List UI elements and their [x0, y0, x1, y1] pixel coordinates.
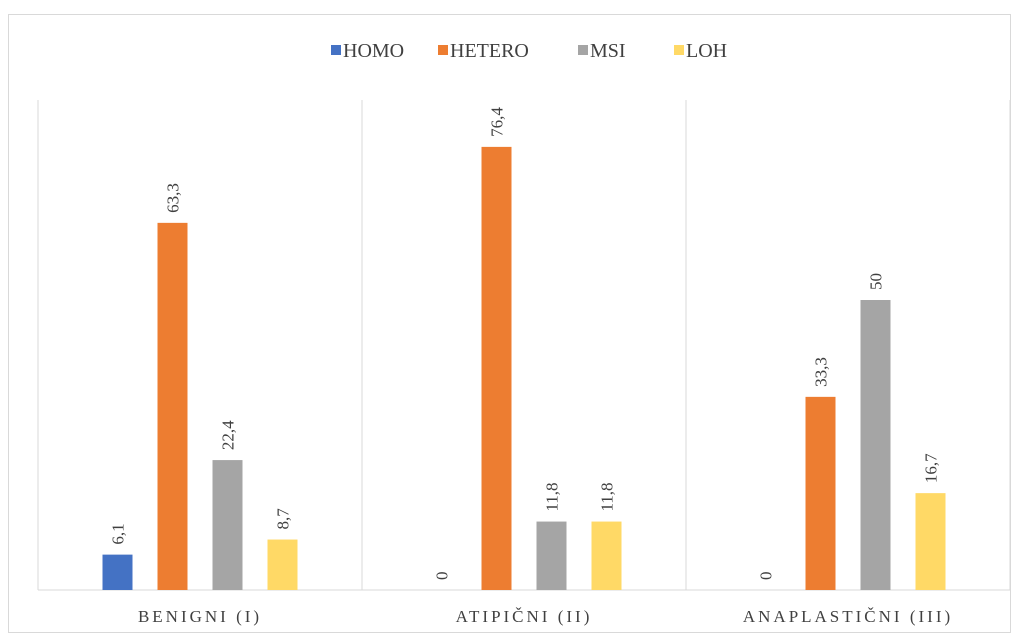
bars: [102, 146, 946, 591]
category-label-atipicni-ii: ATIPIČNI (II): [456, 607, 593, 626]
data-label-loh-anaplasticni-iii: 16,7: [922, 453, 941, 483]
data-label-loh-atipicni-ii: 11,8: [598, 482, 617, 511]
data-label-msi-anaplasticni-iii: 50: [867, 273, 886, 290]
legend-swatch-msi: [578, 45, 588, 55]
legend-label-homo: HOMO: [343, 40, 404, 62]
category-label-benigni-i: BENIGNI (I): [138, 607, 262, 626]
data-label-msi-atipicni-ii: 11,8: [543, 482, 562, 511]
bar-hetero-anaplasticni-iii: [805, 396, 836, 590]
category-label-anaplasticni-iii: ANAPLASTIČNI (III): [743, 607, 953, 626]
data-label-loh-benigni-i: 8,7: [274, 508, 293, 530]
legend-swatch-homo: [331, 45, 341, 55]
bar-hetero-atipicni-ii: [481, 146, 512, 590]
data-label-hetero-atipicni-ii: 76,4: [488, 107, 507, 137]
category-separators: [37, 100, 1011, 591]
bar-hetero-benigni-i: [157, 222, 188, 591]
bar-msi-anaplasticni-iii: [860, 300, 891, 590]
bar-loh-atipicni-ii: [591, 521, 622, 590]
bar-msi-atipicni-ii: [536, 521, 567, 590]
data-label-homo-atipicni-ii: 0: [433, 572, 452, 581]
category-labels: BENIGNI (I) ATIPIČNI (II) ANAPLASTIČNI (II…: [138, 607, 953, 626]
legend-swatch-loh: [674, 45, 684, 55]
data-label-msi-benigni-i: 22,4: [219, 420, 238, 450]
data-label-hetero-benigni-i: 63,3: [164, 183, 183, 213]
legend-label-loh: LOH: [686, 40, 727, 62]
bar-loh-benigni-i: [267, 539, 298, 590]
bar-loh-anaplasticni-iii: [915, 493, 946, 590]
data-label-hetero-anaplasticni-iii: 33,3: [812, 357, 831, 387]
legend: HOMO HETERO MSI LOH: [331, 40, 727, 62]
bar-homo-benigni-i: [102, 554, 133, 590]
legend-label-msi: MSI: [590, 40, 626, 62]
legend-swatch-hetero: [438, 45, 448, 55]
legend-label-hetero: HETERO: [450, 40, 529, 62]
data-labels: 6,1 63,3 22,4 8,7 0 76,4 11,8 11,8 0 33,3 50 16,7: [109, 107, 941, 580]
data-label-homo-anaplasticni-iii: 0: [757, 572, 776, 581]
data-label-homo-benigni-i: 6,1: [109, 523, 128, 544]
bar-msi-benigni-i: [212, 460, 243, 590]
